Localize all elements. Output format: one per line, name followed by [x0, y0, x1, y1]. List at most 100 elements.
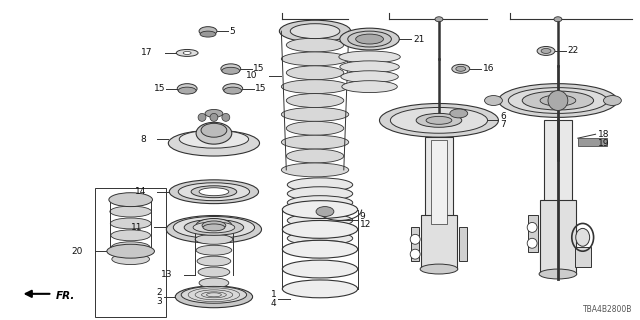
Ellipse shape	[282, 280, 358, 298]
Ellipse shape	[111, 242, 150, 253]
Text: 20: 20	[72, 247, 83, 256]
Text: TBA4B2800B: TBA4B2800B	[583, 305, 632, 314]
Bar	[575, 247, 591, 267]
Text: 21: 21	[413, 35, 424, 44]
Text: 12: 12	[360, 220, 371, 229]
Ellipse shape	[173, 217, 255, 238]
Ellipse shape	[179, 87, 196, 94]
Ellipse shape	[554, 17, 562, 22]
Circle shape	[410, 249, 420, 259]
Ellipse shape	[177, 84, 197, 93]
Ellipse shape	[287, 231, 353, 245]
Ellipse shape	[183, 52, 191, 54]
Ellipse shape	[196, 245, 232, 255]
Ellipse shape	[193, 222, 235, 233]
Text: 15: 15	[255, 84, 266, 93]
Ellipse shape	[200, 31, 216, 37]
Ellipse shape	[195, 234, 233, 244]
Ellipse shape	[356, 34, 383, 44]
Ellipse shape	[499, 84, 618, 117]
Ellipse shape	[282, 80, 349, 93]
Ellipse shape	[197, 256, 231, 266]
Ellipse shape	[339, 51, 400, 63]
Ellipse shape	[390, 108, 488, 133]
Ellipse shape	[199, 27, 217, 36]
Ellipse shape	[109, 193, 152, 207]
Ellipse shape	[181, 286, 246, 303]
Ellipse shape	[435, 17, 443, 22]
Text: 18: 18	[598, 130, 609, 139]
Ellipse shape	[222, 67, 240, 74]
Circle shape	[210, 113, 218, 121]
Ellipse shape	[112, 254, 150, 265]
Ellipse shape	[198, 267, 230, 277]
Text: 10: 10	[246, 71, 257, 80]
Ellipse shape	[110, 218, 151, 229]
Ellipse shape	[107, 244, 154, 258]
Ellipse shape	[282, 260, 358, 278]
Ellipse shape	[576, 228, 589, 246]
Ellipse shape	[286, 38, 344, 52]
Ellipse shape	[342, 81, 397, 92]
Circle shape	[527, 238, 537, 248]
Bar	[421, 214, 457, 269]
Ellipse shape	[340, 28, 399, 50]
Bar	[412, 228, 419, 261]
Ellipse shape	[452, 64, 470, 73]
Bar	[528, 214, 538, 252]
Bar	[431, 140, 447, 224]
Circle shape	[527, 222, 537, 232]
Bar	[425, 137, 453, 227]
Ellipse shape	[205, 109, 223, 117]
Ellipse shape	[316, 207, 334, 217]
Ellipse shape	[287, 178, 353, 192]
Ellipse shape	[287, 196, 353, 210]
Ellipse shape	[202, 221, 226, 230]
Ellipse shape	[539, 269, 577, 279]
Ellipse shape	[110, 206, 152, 217]
Ellipse shape	[184, 220, 244, 235]
Text: 11: 11	[131, 223, 143, 232]
Ellipse shape	[286, 149, 344, 163]
Ellipse shape	[223, 84, 243, 93]
Circle shape	[548, 91, 568, 110]
Ellipse shape	[191, 186, 237, 198]
Ellipse shape	[282, 201, 358, 219]
Text: 19: 19	[598, 139, 609, 148]
Circle shape	[222, 113, 230, 121]
Bar	[540, 200, 576, 274]
Ellipse shape	[224, 87, 242, 94]
Ellipse shape	[196, 219, 232, 232]
Ellipse shape	[456, 66, 466, 71]
Text: FR.: FR.	[55, 291, 75, 301]
Ellipse shape	[287, 213, 353, 228]
Text: 2: 2	[157, 288, 163, 297]
Ellipse shape	[279, 20, 351, 42]
Text: 3: 3	[157, 297, 163, 306]
Ellipse shape	[221, 64, 241, 74]
Ellipse shape	[380, 103, 499, 137]
Text: 6: 6	[500, 112, 506, 121]
Ellipse shape	[282, 240, 358, 258]
Ellipse shape	[170, 180, 259, 204]
Ellipse shape	[282, 52, 349, 66]
Text: 8: 8	[141, 135, 147, 144]
Ellipse shape	[168, 130, 260, 156]
Bar	[578, 138, 607, 146]
Ellipse shape	[508, 88, 607, 113]
Ellipse shape	[286, 121, 344, 135]
Ellipse shape	[286, 66, 344, 80]
Ellipse shape	[340, 61, 399, 73]
Text: 14: 14	[135, 187, 147, 196]
Ellipse shape	[416, 113, 461, 127]
Ellipse shape	[341, 71, 398, 83]
Text: 4: 4	[271, 299, 276, 308]
Ellipse shape	[282, 220, 358, 238]
Circle shape	[410, 234, 420, 244]
Ellipse shape	[282, 108, 349, 121]
Bar	[459, 228, 467, 261]
Ellipse shape	[179, 130, 248, 148]
Ellipse shape	[166, 215, 262, 243]
Ellipse shape	[111, 230, 150, 241]
Ellipse shape	[420, 264, 458, 274]
